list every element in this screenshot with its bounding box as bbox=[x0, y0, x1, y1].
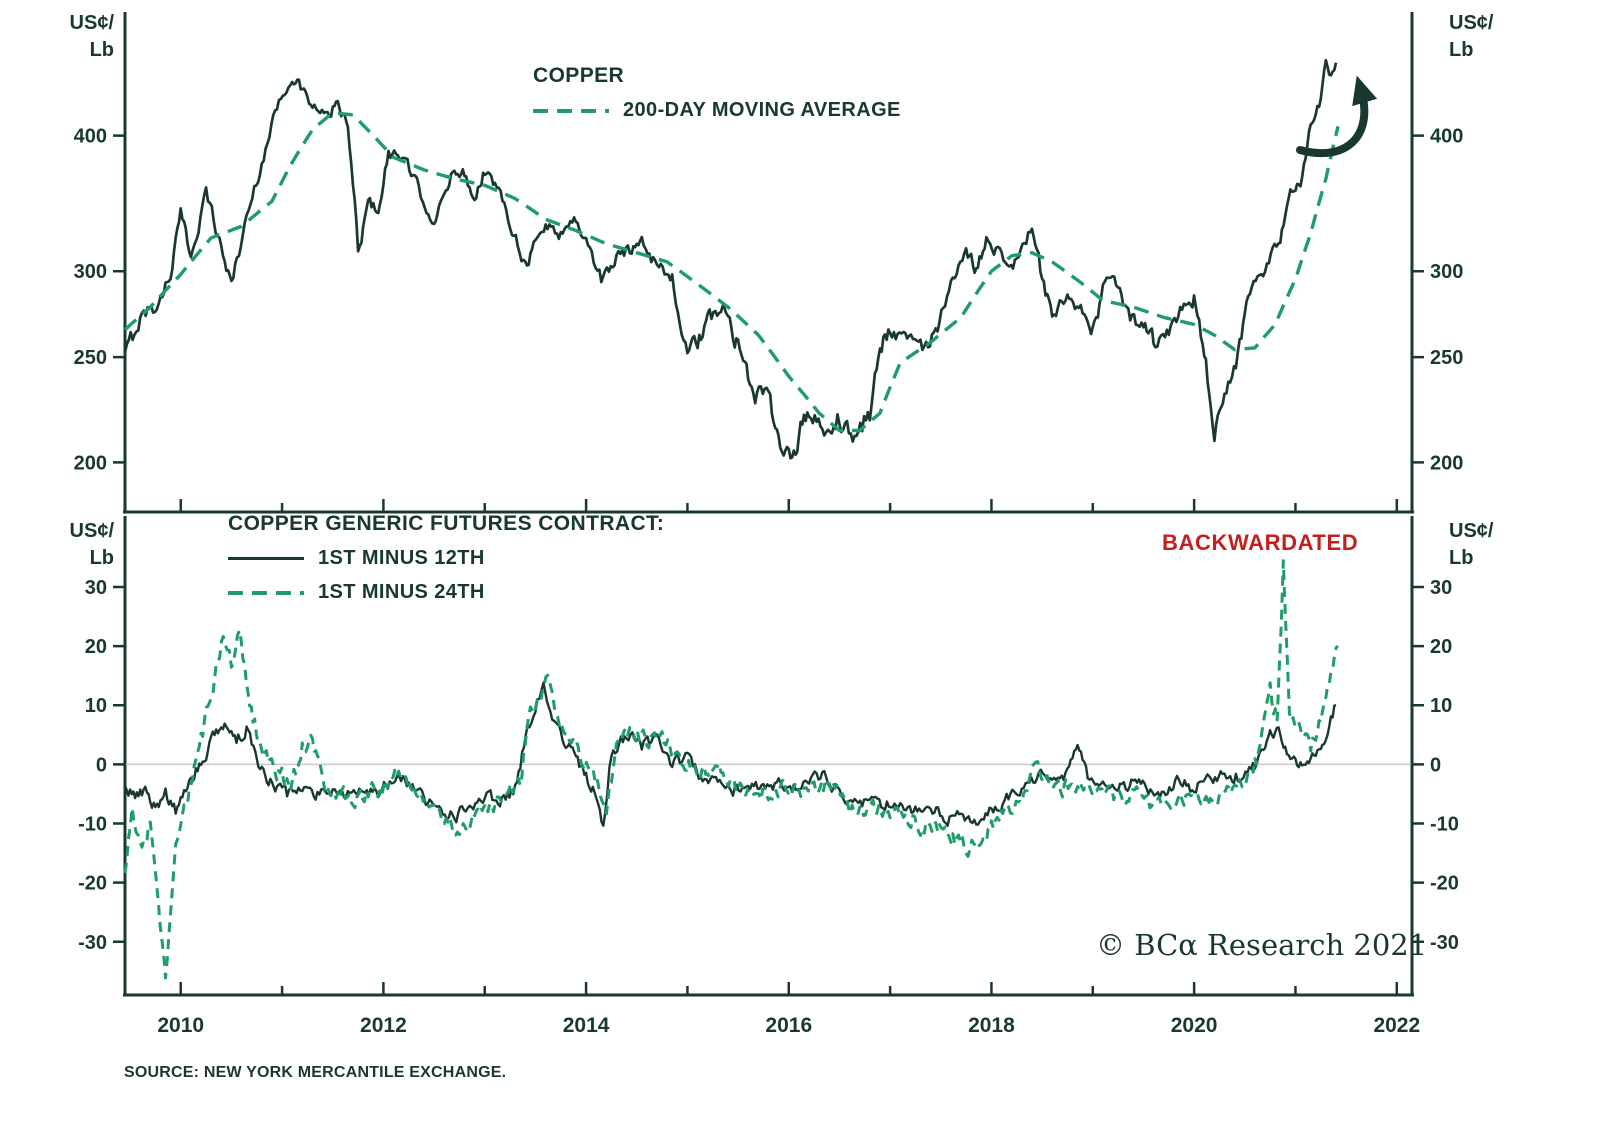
copyright-label: © BCα Research 2021 bbox=[1096, 928, 1428, 962]
x-tick-label: 2020 bbox=[1171, 1014, 1218, 1037]
panel-frame bbox=[123, 516, 1414, 997]
y-tick-label: 200 bbox=[1430, 452, 1463, 474]
y-tick-label: 250 bbox=[1430, 347, 1463, 369]
y-tick-label: -30 bbox=[1430, 932, 1459, 954]
x-tick-label: 2010 bbox=[157, 1014, 204, 1037]
x-tick-label: 2014 bbox=[563, 1014, 610, 1037]
ma-dashed-line-sample bbox=[533, 108, 609, 113]
axis-unit-line2: Lb bbox=[1449, 547, 1474, 569]
axis-unit-line2: Lb bbox=[1449, 39, 1474, 61]
bottom-left-axis-unit: US¢/ Lb bbox=[56, 518, 114, 572]
y-tick-label: 300 bbox=[1430, 261, 1463, 283]
x-tick-label: 2016 bbox=[765, 1014, 812, 1037]
axis-unit-line2: Lb bbox=[89, 547, 114, 569]
solid-line-sample bbox=[228, 557, 304, 560]
y-tick-label: 300 bbox=[74, 261, 107, 283]
y-tick-label: 30 bbox=[1430, 577, 1452, 599]
y-tick-label: 20 bbox=[1430, 636, 1452, 658]
legend-copper-label: COPPER bbox=[533, 64, 625, 87]
y-tick-label: 20 bbox=[85, 636, 107, 658]
axis-unit-line1: US¢/ bbox=[1449, 520, 1494, 542]
x-tick-label: 2012 bbox=[360, 1014, 407, 1037]
y-tick-label: -10 bbox=[78, 814, 107, 836]
x-tick-label: 2018 bbox=[968, 1014, 1015, 1037]
y-tick-label: 30 bbox=[85, 577, 107, 599]
y-tick-label: 0 bbox=[1430, 754, 1441, 776]
y-tick-label: -30 bbox=[78, 932, 107, 954]
y-tick-label: 10 bbox=[1430, 695, 1452, 717]
top-legend: COPPER 200-DAY MOVING AVERAGE bbox=[533, 64, 901, 122]
y-tick-label: -20 bbox=[78, 873, 107, 895]
dashed-line-sample bbox=[228, 590, 304, 595]
y-tick-label: 10 bbox=[85, 695, 107, 717]
y-tick-label: 400 bbox=[74, 126, 107, 148]
backwardated-label: BACKWARDATED bbox=[1162, 530, 1359, 555]
bottom-right-axis-unit: US¢/ Lb bbox=[1449, 518, 1507, 572]
legend-futures-title: COPPER GENERIC FUTURES CONTRACT: bbox=[228, 512, 665, 535]
axis-unit-line1: US¢/ bbox=[69, 12, 114, 34]
axis-unit-line1: US¢/ bbox=[1449, 12, 1494, 34]
y-tick-label: 0 bbox=[96, 754, 107, 776]
legend-1st-minus-12th-label: 1ST MINUS 12TH bbox=[318, 547, 485, 569]
up-arrow-icon bbox=[1296, 75, 1378, 158]
top-left-axis-unit: US¢/ Lb bbox=[56, 10, 114, 64]
source-label: SOURCE: NEW YORK MERCANTILE EXCHANGE. bbox=[124, 1064, 507, 1081]
series-1st-minus-24th bbox=[123, 559, 1339, 980]
legend-1st-minus-24th-label: 1ST MINUS 24TH bbox=[318, 581, 485, 603]
top-right-axis-unit: US¢/ Lb bbox=[1449, 10, 1507, 64]
y-tick-label: -20 bbox=[1430, 873, 1459, 895]
axis-unit-line2: Lb bbox=[89, 39, 114, 61]
bottom-legend: COPPER GENERIC FUTURES CONTRACT: 1ST MIN… bbox=[228, 512, 664, 604]
axis-unit-line1: US¢/ bbox=[69, 520, 114, 542]
y-tick-label: 250 bbox=[74, 347, 107, 369]
x-tick-label: 2022 bbox=[1373, 1014, 1420, 1037]
panel-frame bbox=[123, 12, 1414, 514]
legend-ma-label: 200-DAY MOVING AVERAGE bbox=[623, 99, 901, 121]
y-tick-label: 400 bbox=[1430, 126, 1463, 148]
series-200-day-moving-average bbox=[123, 111, 1340, 433]
y-tick-label: 200 bbox=[74, 452, 107, 474]
y-tick-label: -10 bbox=[1430, 814, 1459, 836]
series-1st-minus-12th bbox=[123, 681, 1337, 827]
